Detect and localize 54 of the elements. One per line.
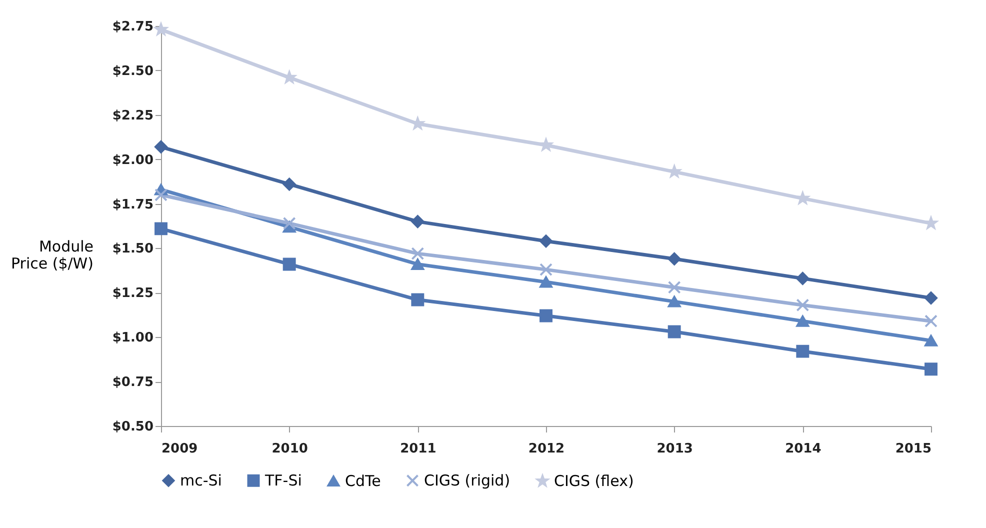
point [540, 234, 552, 248]
x-tick-label: 2010 [272, 442, 308, 456]
y-tick-label: $0.50 [112, 420, 154, 434]
point [411, 247, 424, 260]
point [540, 309, 552, 322]
point [924, 362, 938, 376]
x-tick-label: 2013 [656, 442, 693, 456]
point [154, 188, 168, 202]
point [411, 117, 424, 130]
point [668, 296, 681, 308]
point [154, 140, 168, 154]
point [796, 192, 809, 204]
point [411, 215, 424, 228]
point [924, 314, 938, 328]
legend-label: mc-Si [180, 472, 222, 490]
y-tick-label: $2.00 [112, 152, 154, 168]
legend-label: CIGS (flex) [554, 472, 634, 490]
point [668, 165, 681, 178]
y-tick-label: $1.50 [112, 242, 154, 257]
y-tick-label: $0.75 [112, 375, 154, 390]
point [668, 325, 681, 338]
x-tick-label: 2011 [400, 442, 436, 456]
point [796, 344, 810, 358]
legend-label: CIGS (rigid) [424, 472, 510, 490]
point [668, 252, 681, 266]
point [924, 334, 938, 346]
point [796, 272, 810, 285]
point [924, 292, 938, 304]
point [282, 216, 296, 230]
point [924, 216, 938, 229]
y-tick-label: $1.25 [112, 286, 154, 302]
y-tick-label: $1.00 [112, 330, 154, 346]
x-tick-label: 2015 [895, 442, 932, 456]
y-tick-label: $2.25 [112, 108, 154, 124]
point [411, 293, 424, 306]
y-tick-label: $2.75 [112, 20, 154, 34]
legend-label: TF-Si [264, 472, 302, 490]
point [282, 258, 296, 271]
x-tick-label: 2014 [785, 442, 822, 456]
point [540, 138, 552, 151]
point [154, 222, 168, 236]
point [796, 298, 810, 312]
point [282, 178, 296, 191]
point [796, 315, 810, 327]
point [411, 258, 424, 270]
x-tick-label: 2009 [162, 442, 198, 456]
point [540, 276, 552, 288]
y-axis-title: Module Price ($/W) [11, 238, 94, 272]
y-tick-label: $2.50 [112, 64, 154, 79]
x-tick-label: 2012 [528, 442, 565, 456]
point [668, 280, 681, 294]
point [540, 263, 552, 276]
y-tick-label: $1.75 [112, 197, 154, 212]
legend-label: CdTe [345, 472, 381, 490]
